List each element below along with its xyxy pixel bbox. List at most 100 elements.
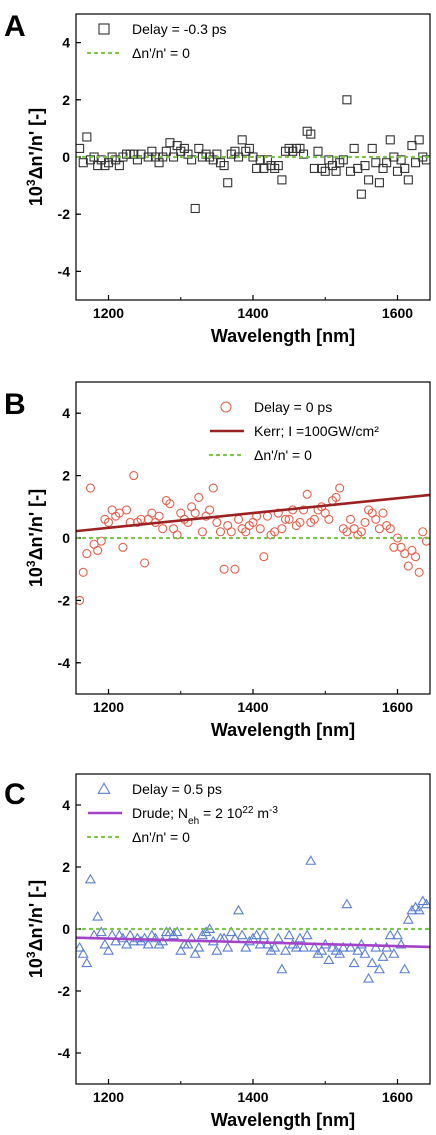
data-point — [331, 166, 341, 176]
data-point — [139, 932, 151, 943]
marker-series — [76, 95, 430, 214]
data-point — [334, 948, 346, 958]
legend-label: Delay = -0.3 ps — [132, 21, 227, 37]
data-point — [305, 855, 317, 865]
data-point — [190, 203, 200, 214]
data-point — [359, 948, 371, 958]
marker-series — [76, 471, 430, 605]
y-tick-label: 2 — [62, 468, 70, 484]
data-point — [95, 926, 107, 937]
y-tick-label: -2 — [58, 983, 71, 999]
data-point — [212, 517, 222, 527]
data-point — [335, 483, 345, 493]
chart-panel-c: C -4 -2 0 2 4 1200 1400 1600 Wavelength [nm] 103Δn… — [4, 773, 431, 1130]
y-tick-label: -4 — [58, 1045, 71, 1061]
data-point — [280, 514, 291, 524]
data-point — [252, 163, 262, 173]
data-point — [161, 146, 171, 156]
data-point — [279, 944, 292, 955]
data-point — [360, 517, 370, 527]
y-tick-label: -2 — [58, 592, 71, 608]
legend-item: Δn'/n' = 0 — [86, 45, 190, 61]
data-point — [136, 149, 146, 159]
legend-item: Δn'/n' = 0 — [86, 829, 190, 845]
data-point — [400, 163, 410, 173]
x-tick-label: 1600 — [382, 305, 413, 321]
data-point — [222, 941, 234, 952]
data-point — [240, 941, 252, 952]
data-point — [364, 175, 374, 185]
data-point — [189, 948, 201, 958]
data-point — [82, 549, 92, 559]
data-point — [294, 932, 306, 943]
data-point — [406, 904, 418, 915]
data-point — [78, 158, 88, 168]
data-point — [277, 175, 287, 185]
data-point — [273, 508, 283, 518]
data-point — [378, 508, 388, 518]
data-point — [175, 944, 187, 955]
legend-label: Δn'/n' = 0 — [132, 45, 190, 61]
data-point — [208, 483, 218, 493]
data-point — [277, 524, 287, 534]
legend-label: Delay = 0.5 ps — [132, 781, 222, 797]
data-point — [82, 132, 92, 142]
data-point — [237, 135, 247, 145]
legend-label: Kerr; I =100GW/cm² — [254, 423, 379, 439]
data-point — [76, 143, 85, 153]
data-point — [96, 536, 106, 546]
y-tick-label: 0 — [62, 921, 70, 937]
data-point — [114, 161, 124, 171]
legend-item: Delay = -0.3 ps — [98, 21, 227, 37]
legend-label: Δn'/n' = 0 — [132, 829, 190, 845]
data-point — [373, 963, 385, 974]
data-point — [348, 957, 360, 968]
y-tick-label: -4 — [58, 263, 71, 279]
data-point — [301, 929, 313, 940]
x-tick-label: 1400 — [237, 699, 268, 715]
plot-frame — [75, 381, 431, 695]
x-tick-label: 1200 — [93, 305, 124, 321]
data-point — [164, 926, 176, 937]
data-point — [211, 944, 223, 955]
x-tick-label: 1600 — [382, 699, 413, 715]
data-point — [258, 929, 270, 940]
data-point — [295, 517, 305, 527]
data-point — [411, 158, 421, 168]
data-point — [299, 505, 309, 515]
data-point — [128, 935, 140, 946]
data-point — [385, 135, 395, 145]
data-point — [78, 567, 88, 577]
data-point — [309, 514, 319, 524]
data-point — [149, 932, 162, 943]
data-point — [158, 524, 168, 534]
data-point — [345, 166, 356, 176]
data-point — [371, 514, 381, 524]
data-point — [370, 941, 382, 952]
data-point — [306, 129, 316, 139]
legend-label: Δn'/n' = 0 — [254, 447, 312, 463]
data-point — [84, 873, 96, 884]
data-point — [167, 929, 180, 940]
data-point — [371, 158, 381, 168]
data-point — [251, 929, 263, 940]
data-point — [410, 901, 422, 912]
data-point — [81, 957, 93, 968]
data-point — [384, 929, 396, 940]
data-point — [219, 564, 229, 574]
data-point — [284, 514, 294, 524]
data-point — [135, 935, 147, 946]
data-point — [171, 926, 183, 937]
legend-marker — [97, 782, 111, 794]
y-axis-label: 103Δn'/n' [-] — [24, 489, 46, 587]
data-point — [402, 913, 414, 924]
y-tick-label: 4 — [62, 35, 70, 51]
x-tick-label: 1200 — [93, 1089, 124, 1105]
data-point — [76, 941, 86, 952]
y-tick-label: 2 — [62, 92, 70, 108]
data-point — [254, 938, 266, 949]
data-point — [356, 527, 366, 537]
data-point — [190, 508, 200, 518]
legend-item: Kerr; I =100GW/cm² — [210, 423, 379, 439]
data-point — [219, 161, 229, 171]
